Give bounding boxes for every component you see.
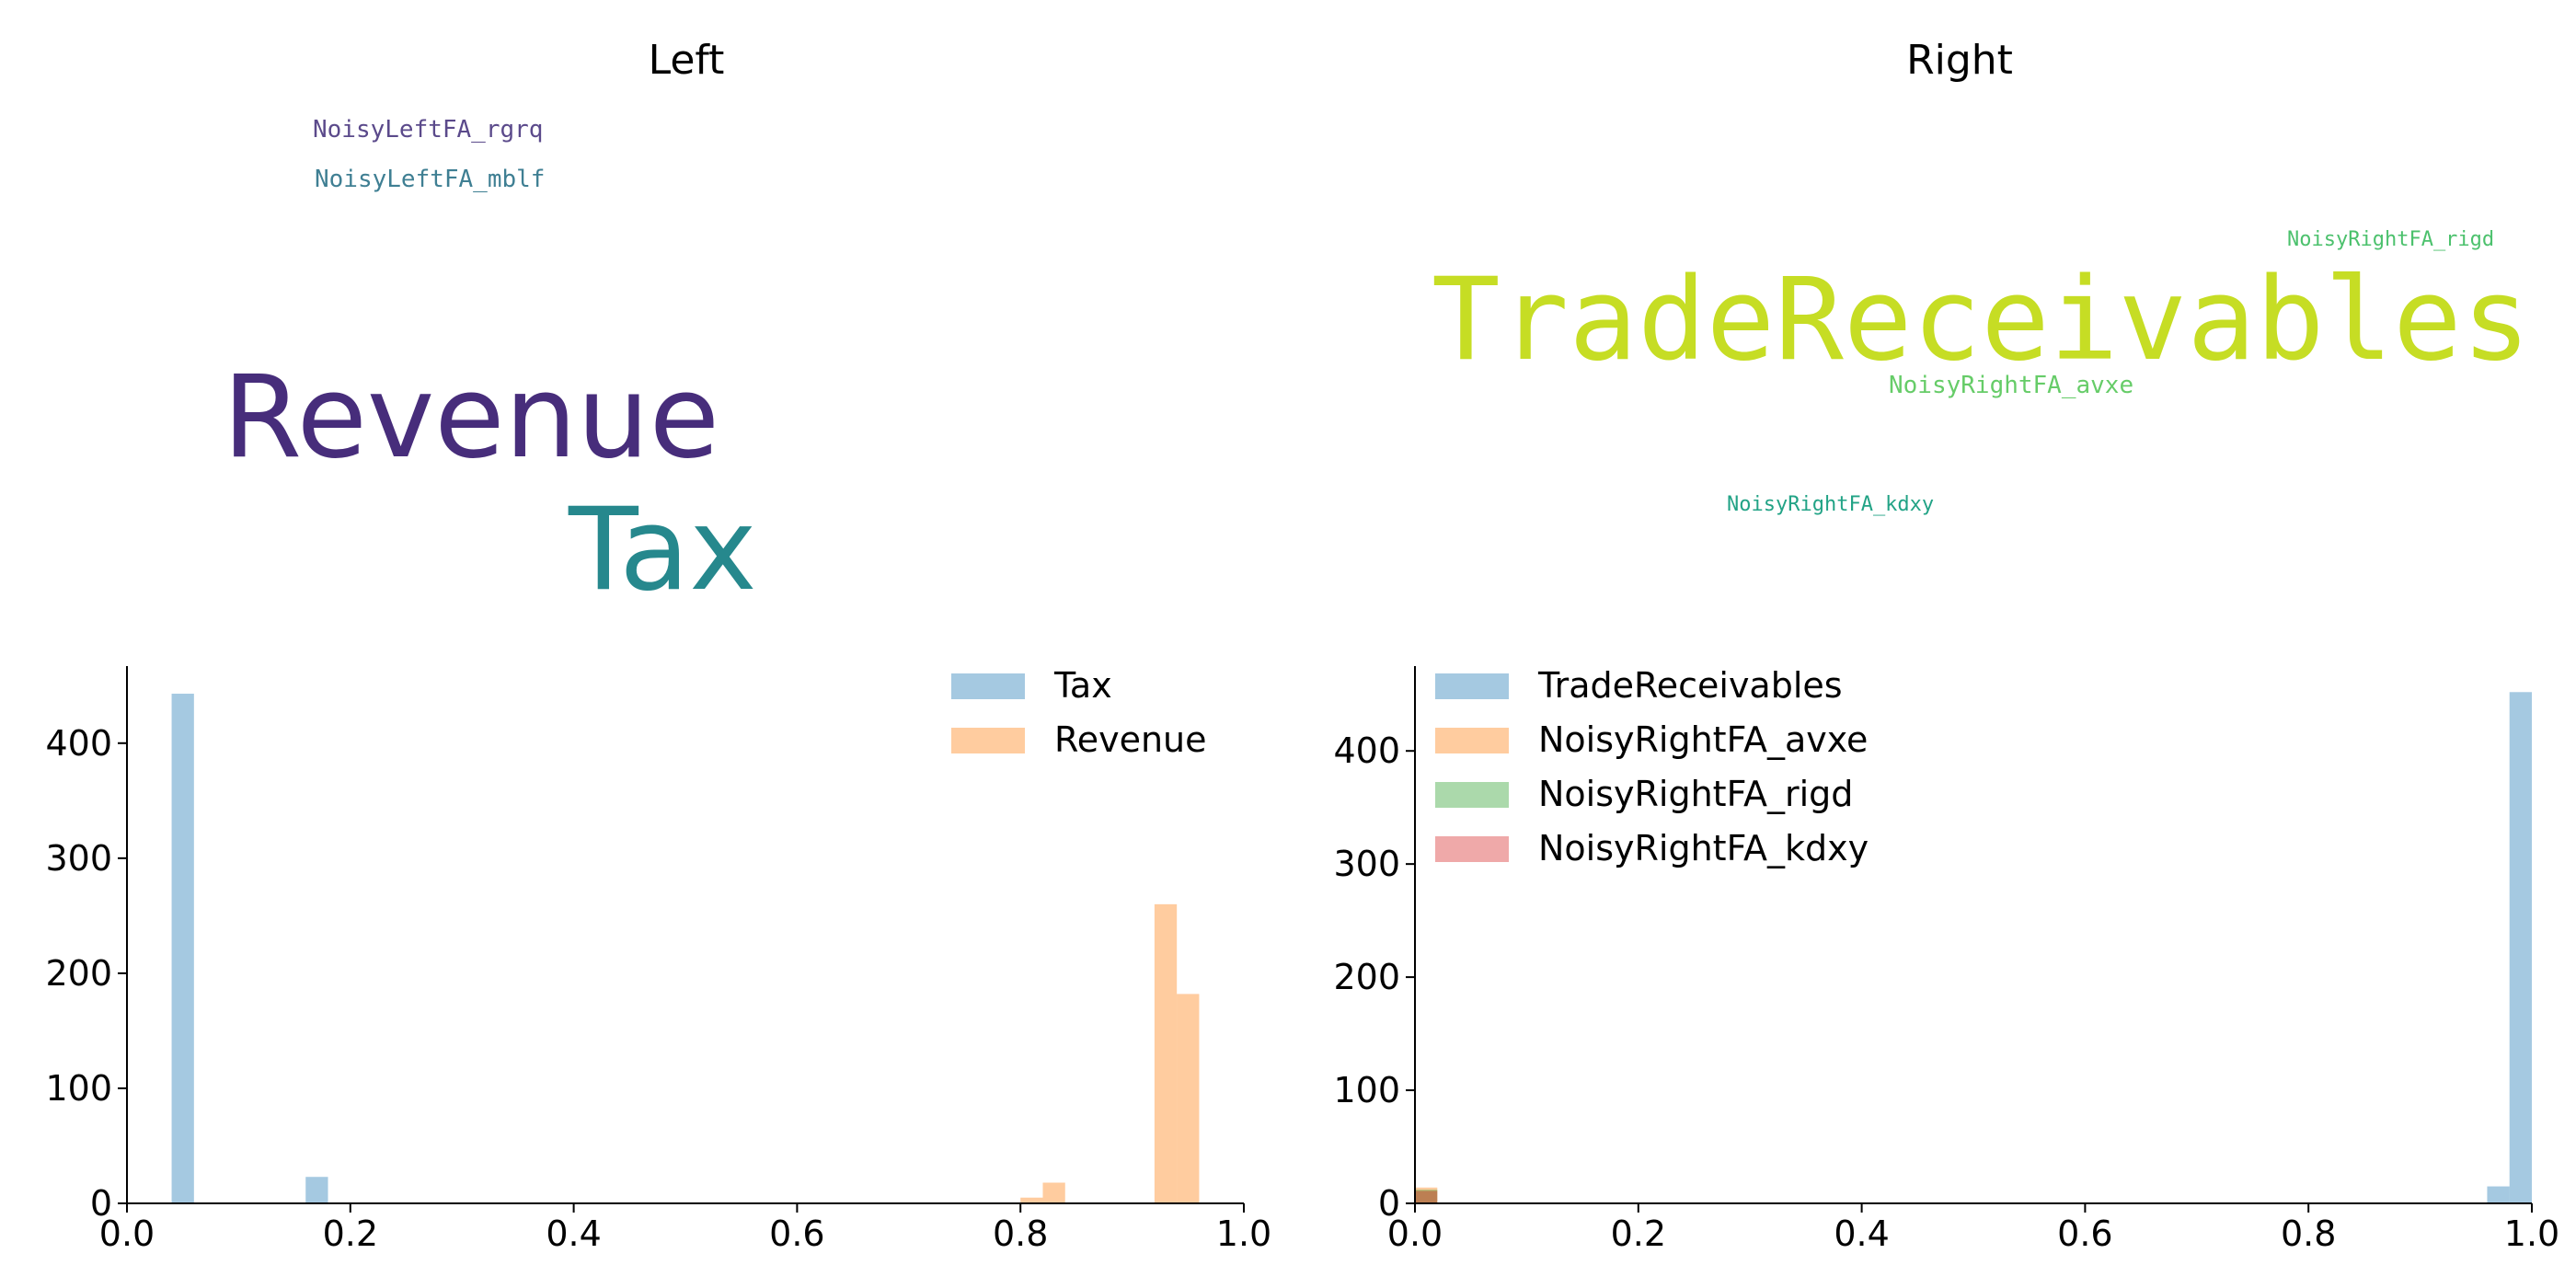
right-cloud-word-0: NoisyRightFA_rigd — [2287, 228, 2495, 251]
right-hist-xtick-label-5: 1.0 — [2504, 1213, 2559, 1254]
right-hist-bar-0-1 — [2509, 692, 2532, 1203]
left-hist-ytick-label-2: 200 — [45, 953, 112, 994]
right-hist-legend-label-0: TradeReceivables — [1537, 665, 1843, 706]
left-hist-legend-label-0: Tax — [1053, 665, 1112, 706]
left-cloud-word-2: Revenue — [223, 351, 720, 484]
left-histogram: 0.0 0.2 0.4 0.6 0.8 1.0 0 100 200 300 400 Tax Revenu… — [45, 665, 1271, 1254]
left-hist-legend-swatch-0 — [951, 673, 1025, 699]
right-word-cloud: NoisyRightFA_rigd TradeReceivables NoisyRi… — [0, 0, 2530, 607]
right-hist-ytick-label-0: 0 — [1378, 1183, 1400, 1224]
right-hist-xtick-label-2: 0.4 — [1834, 1213, 1889, 1254]
right-hist-legend-label-2: NoisyRightFA_rigd — [1538, 774, 1853, 814]
left-hist-xtick-label-0: 0.0 — [99, 1213, 155, 1254]
left-hist-ytick-label-0: 0 — [90, 1183, 112, 1224]
left-hist-ytick-label-3: 300 — [45, 838, 112, 879]
left-hist-bar-1-0 — [1020, 1197, 1043, 1203]
left-hist-xtick-label-3: 0.6 — [769, 1213, 824, 1254]
right-hist-bar-1-0 — [1415, 1187, 1438, 1203]
right-hist-legend-swatch-0 — [1435, 673, 1509, 699]
left-hist-bar-1-3 — [1177, 994, 1200, 1203]
right-cloud-word-1: TradeReceivables — [1432, 254, 2531, 386]
left-hist-ytick-label-4: 400 — [45, 723, 112, 764]
right-hist-bar-0-0 — [2487, 1186, 2510, 1203]
right-hist-ytick-label-2: 200 — [1333, 957, 1400, 997]
right-hist-xtick-label-3: 0.6 — [2057, 1213, 2112, 1254]
left-panel-title: Left — [648, 37, 725, 84]
right-histogram: 0.0 0.2 0.4 0.6 0.8 1.0 0 100 200 300 400 TradeRece… — [1333, 665, 2559, 1254]
left-hist-xtick-label-5: 1.0 — [1216, 1213, 1271, 1254]
right-hist-ytick-label-1: 100 — [1333, 1070, 1400, 1110]
left-hist-bar-1-1 — [1042, 1182, 1065, 1203]
left-hist-bar-0-1 — [305, 1177, 328, 1203]
left-hist-ytick-label-1: 100 — [45, 1068, 112, 1109]
right-hist-legend-label-3: NoisyRightFA_kdxy — [1538, 828, 1869, 868]
left-hist-xtick-label-4: 0.8 — [993, 1213, 1048, 1254]
left-cloud-word-3: Tax — [569, 484, 757, 616]
left-hist-bar-0-0 — [171, 694, 194, 1203]
right-hist-ytick-label-4: 400 — [1333, 730, 1400, 771]
left-hist-xtick-label-2: 0.4 — [546, 1213, 601, 1254]
right-hist-legend-swatch-1 — [1435, 728, 1509, 753]
right-hist-xtick-label-4: 0.8 — [2281, 1213, 2336, 1254]
left-hist-legend-label-1: Revenue — [1054, 719, 1207, 760]
right-hist-bar-3-0 — [1415, 1190, 1438, 1203]
right-hist-bar-2-0 — [1415, 1190, 1438, 1203]
left-hist-xtick-label-1: 0.2 — [323, 1213, 378, 1254]
left-cloud-word-1: NoisyLeftFA_mblf — [315, 166, 546, 193]
right-hist-legend-label-1: NoisyRightFA_avxe — [1538, 719, 1868, 760]
right-panel-title: Right — [1906, 37, 2013, 84]
left-hist-bar-1-2 — [1154, 903, 1178, 1203]
left-word-cloud: NoisyLeftFA_rgrq NoisyLeftFA_mblf Revenue T… — [0, 0, 1288, 607]
right-hist-xtick-label-1: 0.2 — [1611, 1213, 1666, 1254]
right-hist-legend-swatch-3 — [1435, 836, 1509, 862]
left-cloud-word-0: NoisyLeftFA_rgrq — [313, 116, 544, 144]
right-cloud-word-2: NoisyRightFA_avxe — [1889, 372, 2134, 399]
right-hist-xtick-label-0: 0.0 — [1387, 1213, 1443, 1254]
right-hist-legend-swatch-2 — [1435, 782, 1509, 808]
left-hist-legend-swatch-1 — [951, 728, 1025, 753]
right-hist-ytick-label-3: 300 — [1333, 844, 1400, 884]
right-cloud-word-3: NoisyRightFA_kdxy — [1727, 493, 1935, 516]
